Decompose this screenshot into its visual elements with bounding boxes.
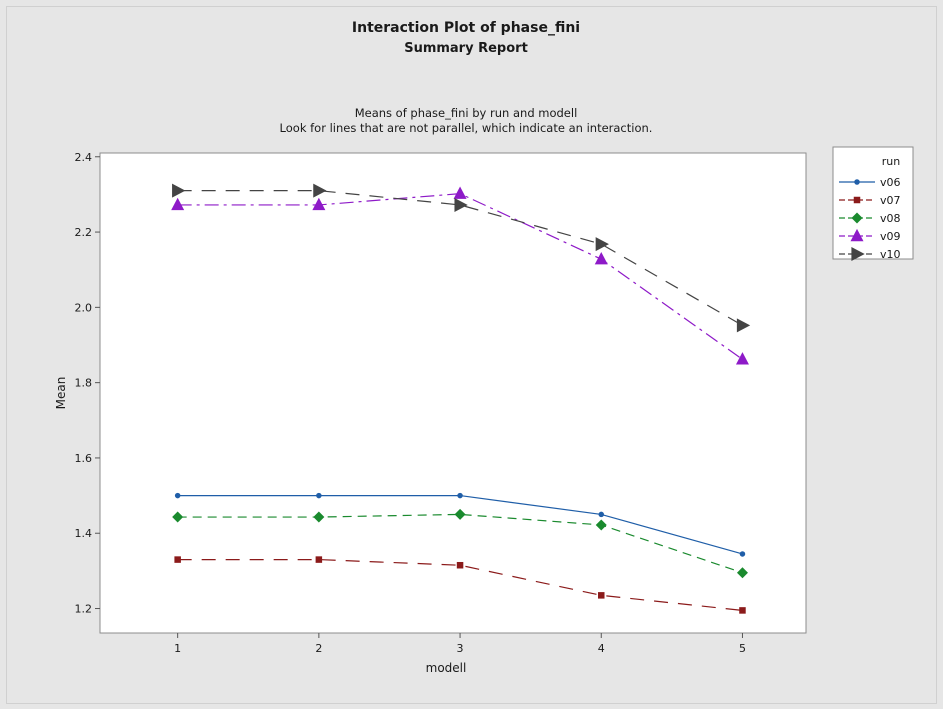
data-point-v07 xyxy=(739,607,746,614)
data-point-v10 xyxy=(313,183,327,198)
data-point-v08 xyxy=(595,519,607,531)
data-point-v09 xyxy=(735,352,749,365)
series-v10 xyxy=(172,183,751,333)
data-point-v10 xyxy=(454,197,468,212)
data-point-v08 xyxy=(172,511,184,523)
interaction-plot: Interaction Plot of phase_fini Summary R… xyxy=(54,20,914,675)
legend-marker-v09 xyxy=(850,228,864,242)
data-point-v09 xyxy=(171,197,185,211)
legend: run v06 v07 v08 v09 v10 xyxy=(832,146,914,261)
x-axis-label: modell xyxy=(426,661,467,675)
data-point-v08 xyxy=(736,567,748,579)
data-point-v08 xyxy=(454,508,466,520)
series-v06 xyxy=(174,492,746,557)
series-v08 xyxy=(172,508,748,579)
report-subtitle: Summary Report xyxy=(404,41,528,56)
legend-label-v06: v06 xyxy=(880,176,901,189)
data-point-v06 xyxy=(457,492,463,499)
x-axis: 1 2 3 4 5 xyxy=(174,633,746,655)
legend-marker-v06 xyxy=(854,179,860,185)
data-point-v10 xyxy=(595,237,609,252)
chart-heading: Means of phase_fini by run and modell xyxy=(355,106,578,120)
data-point-v09 xyxy=(453,186,467,199)
legend-title: run xyxy=(882,155,900,168)
x-tick-label: 5 xyxy=(739,642,746,655)
data-point-v07 xyxy=(315,556,323,563)
legend-marker-v10 xyxy=(851,247,865,261)
legend-label-v07: v07 xyxy=(880,194,901,207)
series-v07 xyxy=(174,556,746,614)
data-point-v06 xyxy=(316,492,322,499)
series-layer xyxy=(171,183,751,614)
x-tick-label: 2 xyxy=(315,642,322,655)
plot-area xyxy=(99,152,807,634)
y-tick-label: 1.8 xyxy=(75,377,93,390)
legend-marker-v07 xyxy=(853,196,861,204)
y-tick-label: 1.4 xyxy=(75,527,93,540)
series-v09 xyxy=(171,186,749,365)
data-point-v06 xyxy=(598,511,605,518)
y-tick-label: 1.6 xyxy=(75,452,93,465)
report-title: Interaction Plot of phase_fini xyxy=(352,20,580,36)
data-point-v10 xyxy=(172,183,186,198)
x-tick-label: 4 xyxy=(598,642,605,655)
chart-note: Look for lines that are not parallel, wh… xyxy=(280,121,653,135)
y-tick-label: 1.2 xyxy=(75,603,93,616)
y-tick-label: 2.2 xyxy=(75,226,93,239)
data-point-v07 xyxy=(598,592,605,599)
series-line-v08 xyxy=(177,513,743,574)
y-tick-label: 2.4 xyxy=(75,151,93,164)
x-tick-label: 3 xyxy=(457,642,464,655)
data-point-v09 xyxy=(594,252,608,265)
data-point-v06 xyxy=(174,492,181,499)
data-point-v06 xyxy=(739,551,746,557)
y-axis: 1.2 1.4 1.6 1.8 2.0 2.2 2.4 xyxy=(75,151,100,616)
legend-label-v10: v10 xyxy=(880,248,901,261)
x-tick-label: 1 xyxy=(174,642,181,655)
data-point-v09 xyxy=(312,197,326,211)
series-line-v10 xyxy=(177,190,743,326)
data-point-v07 xyxy=(174,556,181,563)
legend-label-v09: v09 xyxy=(880,230,901,243)
data-point-v10 xyxy=(736,318,751,333)
data-point-v08 xyxy=(313,511,325,523)
legend-marker-v08 xyxy=(851,212,863,224)
legend-box xyxy=(832,146,914,260)
y-tick-label: 2.0 xyxy=(75,301,93,314)
legend-label-v08: v08 xyxy=(880,212,901,225)
summary-report: Interaction Plot of phase_fini Summary R… xyxy=(6,6,937,704)
y-axis-label: Mean xyxy=(54,377,68,410)
data-point-v07 xyxy=(456,561,464,569)
